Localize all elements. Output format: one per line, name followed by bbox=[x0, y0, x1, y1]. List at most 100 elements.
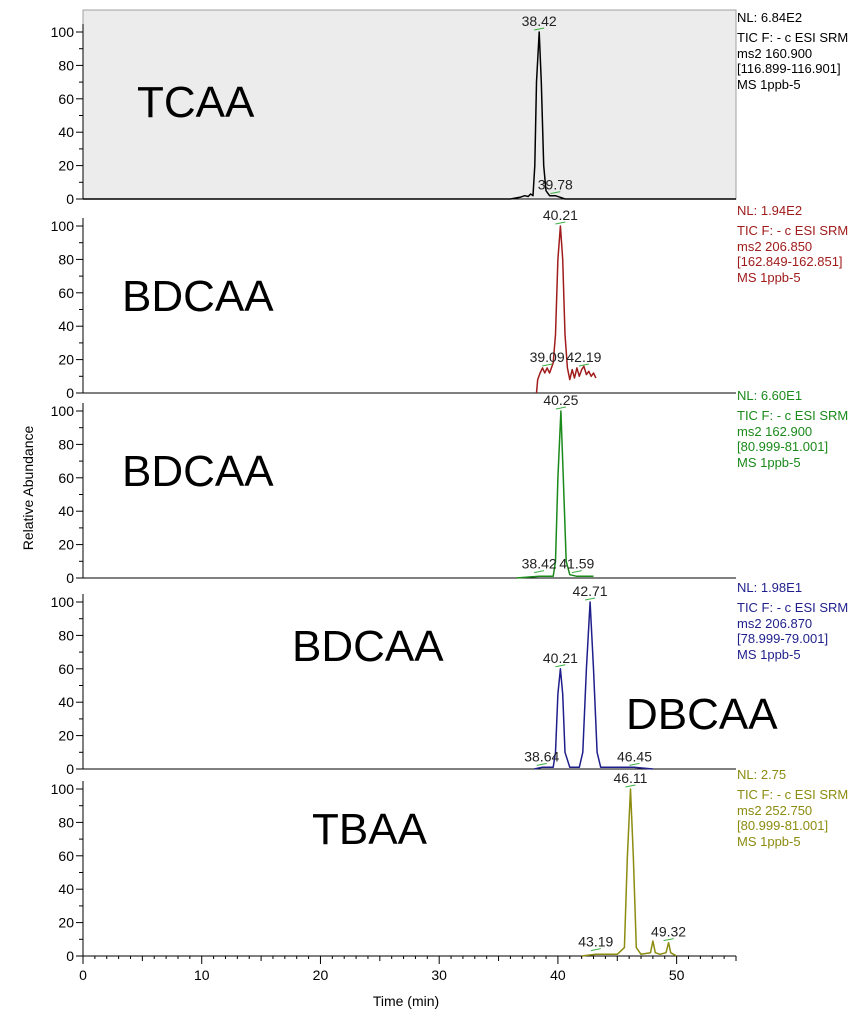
panel-5-compound-label: TBAA bbox=[312, 805, 427, 854]
panel-1-y-tick-label-20: 20 bbox=[58, 158, 74, 174]
peak-marker-38.64 bbox=[536, 762, 547, 766]
panel-4-y-tick-label-20: 20 bbox=[58, 728, 74, 744]
peak-label-49.32: 49.32 bbox=[651, 924, 686, 940]
peak-label-38.42: 38.42 bbox=[522, 13, 557, 29]
panel-4-compound-label: BDCAA bbox=[292, 622, 444, 671]
panel-3-compound-label: BDCAA bbox=[122, 447, 274, 496]
panel-4-nl: NL: 1.98E1 bbox=[737, 580, 803, 595]
panel-2-y-tick-label-20: 20 bbox=[58, 352, 74, 368]
panel-1-sample: MS 1ppb-5 bbox=[737, 76, 801, 92]
panel-3-y-tick-label-100: 100 bbox=[51, 403, 75, 419]
panel-4-ms2: ms2 206.870 bbox=[737, 615, 813, 631]
panel-2-y-tick-label-60: 60 bbox=[58, 285, 74, 301]
peak-label-46.11: 46.11 bbox=[613, 770, 647, 786]
panel-4-y-tick-label-80: 80 bbox=[58, 627, 74, 643]
peak-marker-40.21 bbox=[555, 664, 566, 668]
panel-4-y-tick-label-0: 0 bbox=[66, 761, 74, 777]
panel-1-scan: TIC F: - c ESI SRM bbox=[737, 30, 849, 46]
x-axis-label: Time (min) bbox=[372, 993, 440, 1009]
panel-1-info: NL: 6.84E2 TIC F: - c ESI SRM ms2 160.90… bbox=[737, 10, 848, 92]
panel-3-y-tick-label-0: 0 bbox=[66, 570, 74, 586]
panel-2-compound-label: BDCAA bbox=[122, 272, 274, 321]
panel-1-shading bbox=[82, 9, 737, 200]
panel-1-nl: NL: 6.84E2 bbox=[737, 10, 803, 25]
peak-marker-41.59 bbox=[571, 570, 582, 574]
panel-1-y-tick-label-80: 80 bbox=[58, 57, 74, 73]
x-tick-label-50: 50 bbox=[669, 967, 685, 983]
panel-4-scan: TIC F: - c ESI SRM bbox=[737, 600, 849, 616]
peak-marker-43.19 bbox=[590, 948, 601, 952]
peak-label-39.78: 39.78 bbox=[538, 177, 573, 193]
peak-label-38.64: 38.64 bbox=[524, 748, 559, 764]
peak-marker-46.11 bbox=[625, 784, 636, 788]
peak-marker-42.19 bbox=[578, 363, 590, 367]
peak-label-41.59: 41.59 bbox=[559, 556, 594, 572]
peak-marker-39.78 bbox=[550, 191, 561, 195]
panel-2-range: [162.849-162.851] bbox=[737, 254, 843, 270]
y-axis-label: Relative Abundance bbox=[20, 425, 36, 551]
panel-2-trace bbox=[535, 225, 597, 394]
panel-3-ms2: ms2 162.900 bbox=[737, 423, 813, 439]
peak-label-40.25: 40.25 bbox=[543, 392, 578, 408]
panel-1-ms2: ms2 160.900 bbox=[737, 45, 813, 61]
panel-4-range: [78.999-79.001] bbox=[737, 631, 829, 647]
x-tick-label-40: 40 bbox=[550, 967, 566, 983]
peak-marker-38.42 bbox=[534, 570, 545, 574]
panel-3-y-tick-label-80: 80 bbox=[58, 436, 74, 452]
panel-4-extra-label: DBCAA bbox=[626, 690, 778, 739]
panel-4-y-tick-label-60: 60 bbox=[58, 661, 74, 677]
peak-label-39.09: 39.09 bbox=[530, 349, 565, 365]
panel-4-trace bbox=[534, 601, 653, 770]
panel-3-y-tick-label-20: 20 bbox=[58, 537, 74, 553]
panel-1-y-tick-label-60: 60 bbox=[58, 91, 74, 107]
panel-4-sample: MS 1ppb-5 bbox=[737, 646, 801, 662]
peak-label-42.71: 42.71 bbox=[573, 583, 608, 599]
panel-2-scan: TIC F: - c ESI SRM bbox=[737, 223, 849, 239]
panel-3-sample: MS 1ppb-5 bbox=[737, 454, 801, 470]
panel-1-trace bbox=[83, 31, 736, 200]
panel-2-info: NL: 1.94E2 TIC F: - c ESI SRM ms2 206.85… bbox=[737, 203, 848, 285]
peak-label-38.42: 38.42 bbox=[522, 556, 557, 572]
peak-label-40.21: 40.21 bbox=[543, 650, 578, 666]
panel-2-y-tick-label-100: 100 bbox=[51, 218, 75, 234]
x-tick-label-10: 10 bbox=[194, 967, 210, 983]
panel-3-trace bbox=[516, 410, 594, 579]
peak-marker-40.21 bbox=[555, 221, 566, 225]
panel-5-y-tick-label-20: 20 bbox=[58, 915, 74, 931]
panel-2-y-tick-label-40: 40 bbox=[58, 318, 74, 334]
x-tick-label-30: 30 bbox=[431, 967, 447, 983]
panel-5-range: [80.999-81.001] bbox=[737, 818, 829, 834]
peak-marker-49.32 bbox=[663, 938, 674, 942]
panel-5-trace bbox=[581, 788, 677, 957]
panel-2-sample: MS 1ppb-5 bbox=[737, 269, 801, 285]
panel-5-scan: TIC F: - c ESI SRM bbox=[737, 787, 849, 803]
panel-5-info: NL: 2.75 TIC F: - c ESI SRM ms2 252.750 … bbox=[737, 767, 848, 849]
panel-5-sample: MS 1ppb-5 bbox=[737, 833, 801, 849]
panel-2-nl: NL: 1.94E2 bbox=[737, 203, 803, 218]
panel-5-y-tick-label-60: 60 bbox=[58, 848, 74, 864]
panel-2-y-tick-label-80: 80 bbox=[58, 251, 74, 267]
peak-marker-40.25 bbox=[555, 406, 566, 410]
panel-5-nl: NL: 2.75 bbox=[737, 767, 787, 782]
panel-3-y-tick-label-40: 40 bbox=[58, 503, 74, 519]
peak-label-43.19: 43.19 bbox=[578, 934, 613, 950]
peak-label-42.19: 42.19 bbox=[566, 349, 601, 365]
peak-marker-42.71 bbox=[584, 597, 596, 601]
panel-5-y-tick-label-100: 100 bbox=[51, 781, 75, 797]
panel-5-y-tick-label-40: 40 bbox=[58, 881, 74, 897]
panel-4-y-tick-label-40: 40 bbox=[58, 694, 74, 710]
panel-5-y-tick-label-80: 80 bbox=[58, 814, 74, 830]
peak-marker-39.09 bbox=[542, 363, 553, 367]
peak-marker-38.42 bbox=[534, 27, 545, 31]
peak-label-46.45: 46.45 bbox=[617, 748, 652, 764]
panel-1-y-tick-label-100: 100 bbox=[51, 24, 75, 40]
panel-3-y-tick-label-60: 60 bbox=[58, 470, 74, 486]
panel-4-y-tick-label-100: 100 bbox=[51, 594, 75, 610]
panel-2-y-tick-label-0: 0 bbox=[66, 385, 74, 401]
panel-2-ms2: ms2 206.850 bbox=[737, 238, 813, 254]
panel-1-y-tick-label-0: 0 bbox=[66, 191, 74, 207]
panel-3-range: [80.999-81.001] bbox=[737, 439, 829, 455]
panel-1-y-tick-label-40: 40 bbox=[58, 124, 74, 140]
